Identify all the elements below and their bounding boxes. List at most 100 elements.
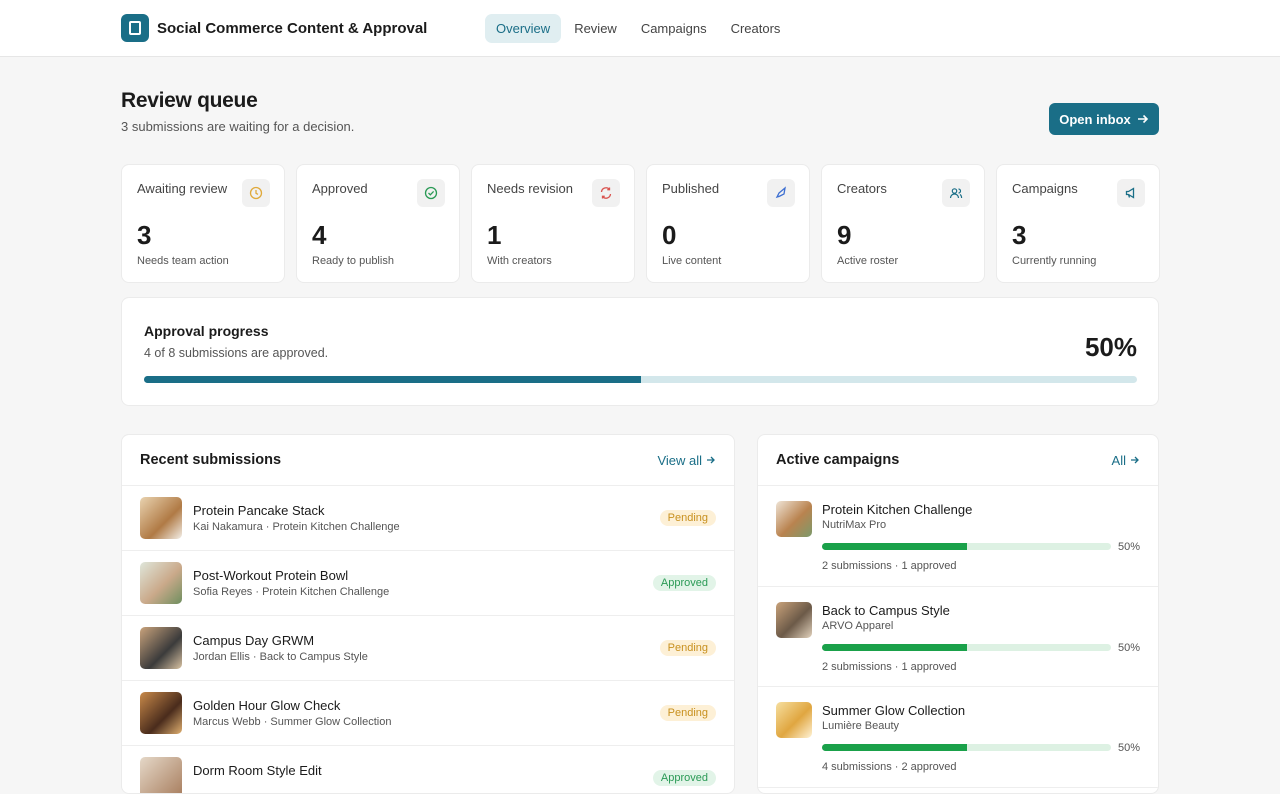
page-title: Review queue (121, 89, 258, 112)
stat-icon (1117, 179, 1145, 207)
stat-icon (592, 179, 620, 207)
stat-label: Campaigns (1012, 181, 1078, 196)
submission-row[interactable]: Golden Hour Glow Check Marcus Webb · Summ… (122, 681, 734, 746)
submission-row[interactable]: Protein Pancake Stack Kai Nakamura · Prot… (122, 486, 734, 551)
stat-note: Needs team action (137, 255, 229, 267)
stat-card: Campaigns 3 Currently running (996, 164, 1160, 283)
icon (424, 186, 438, 200)
campaign-name: Back to Campus Style (822, 602, 950, 618)
campaign-stats: 2 submissions · 1 approved (822, 660, 957, 673)
status-pill: Pending (659, 705, 716, 721)
submission-title: Protein Pancake Stack (193, 503, 325, 518)
stat-label: Published (662, 181, 720, 196)
link-label: View all (657, 452, 702, 468)
stat-icon (767, 179, 795, 207)
icon (775, 186, 786, 199)
campaign-stats: 4 submissions · 2 approved (822, 761, 957, 773)
stat-note: Live content (662, 255, 722, 267)
campaign-progress-fill (822, 744, 967, 751)
nav-item[interactable]: Campaigns (640, 21, 707, 36)
progress-subtitle: 4 of 8 submissions are approved. (144, 346, 329, 360)
campaign-progress-track (822, 744, 1111, 751)
stat-note: Active roster (837, 255, 899, 267)
status-pill: Approved (652, 575, 716, 591)
panel-title: Recent submissions (140, 452, 282, 468)
thumbnail (140, 497, 182, 539)
stat-value: 3 (1012, 220, 1027, 250)
nav-item[interactable]: Review (574, 21, 617, 36)
stat-label: Awaiting review (137, 181, 228, 196)
campaign-row[interactable]: Protein Kitchen Challenge NutriMax Pro 50%… (758, 486, 1158, 587)
stat-note: With creators (487, 255, 552, 267)
campaign-progress-track (822, 543, 1111, 550)
stat-value: 0 (662, 220, 677, 250)
campaign-percent: 50% (1117, 541, 1140, 553)
submission-row[interactable]: Post-Workout Protein Bowl Sofia Reyes · P… (122, 551, 734, 616)
all-link[interactable]: All (1112, 453, 1140, 468)
submission-title: Dorm Room Style Edit (193, 763, 322, 778)
logo[interactable] (121, 14, 149, 42)
arrow-icon (1131, 456, 1139, 464)
icon (1125, 187, 1135, 199)
campaign-percent: 50% (1117, 641, 1140, 654)
thumbnail (776, 501, 812, 537)
stat-card: Approved 4 Ready to publish (296, 164, 460, 283)
status-pill: Pending (659, 510, 716, 526)
campaign-brand: NutriMax Pro (822, 519, 887, 531)
submission-row[interactable]: Dorm Room Style Edit Approved (122, 746, 734, 793)
campaigns-panel: Active campaigns All Protein Kitchen Chal… (757, 434, 1159, 794)
nav-item[interactable]: Creators (730, 21, 781, 36)
icon (600, 187, 612, 199)
submissions-panel: Recent submissions View all Protein Panca… (121, 434, 735, 794)
thumbnail (140, 757, 182, 793)
stat-card: Creators 9 Active roster (821, 164, 985, 283)
icon (249, 186, 263, 200)
progress-title: Approval progress (144, 323, 269, 339)
campaign-name: Summer Glow Collection (822, 703, 966, 718)
app-title: Social Commerce Content & Approval (157, 20, 428, 37)
arrow-icon (1137, 114, 1148, 124)
submission-meta: Sofia Reyes · Protein Kitchen Challenge (193, 586, 390, 598)
page-subtitle: 3 submissions are waiting for a decision… (121, 119, 355, 134)
nav: Overview Review Campaigns Creators (485, 14, 791, 43)
progress-percent: 50% (1084, 332, 1137, 362)
stat-icon (417, 179, 445, 207)
stat-label: Creators (837, 181, 887, 196)
campaign-progress-track (822, 643, 1111, 651)
campaign-row[interactable]: Back to Campus Style ARVO Apparel 50% 2 sub… (758, 587, 1158, 687)
submission-meta: Jordan Ellis · Back to Campus Style (193, 651, 368, 663)
submission-row[interactable]: Campus Day GRWM Jordan Ellis · Back to Ca… (122, 616, 734, 681)
stat-card: Awaiting review 3 Needs team action (121, 164, 285, 283)
link-label: All (1111, 452, 1126, 468)
submission-meta: Kai Nakamura · Protein Kitchen Challenge (193, 521, 400, 533)
stat-icon (942, 179, 970, 207)
stat-card: Needs revision 1 With creators (471, 164, 635, 283)
thumbnail (140, 562, 182, 604)
thumbnail (776, 702, 812, 738)
submission-title: Post-Workout Protein Bowl (193, 568, 349, 583)
nav-item[interactable]: Overview (485, 14, 562, 43)
panel-header: Recent submissions View all (122, 435, 734, 486)
panel-header: Active campaigns All (758, 435, 1158, 486)
campaign-brand: Lumière Beauty (822, 720, 900, 732)
stat-label: Approved (312, 181, 368, 196)
stat-label: Needs revision (487, 181, 573, 196)
campaign-progress-fill (822, 543, 967, 550)
status-pill: Approved (652, 770, 716, 786)
panel-title: Active campaigns (776, 452, 900, 468)
submission-title: Campus Day GRWM (193, 633, 315, 648)
view-all-link[interactable]: View all (657, 453, 716, 468)
open-inbox-button[interactable]: Open inbox (1049, 103, 1159, 135)
progress-fill (144, 376, 641, 383)
stat-note: Ready to publish (312, 255, 394, 267)
stat-card: Published 0 Live content (646, 164, 810, 283)
campaign-row[interactable]: Summer Glow Collection Lumière Beauty 50% 4… (758, 687, 1158, 788)
stat-value: 3 (137, 220, 152, 250)
submission-list: Protein Pancake Stack Kai Nakamura · Prot… (122, 486, 734, 793)
campaign-stats: 2 submissions · 1 approved (822, 560, 957, 572)
arrow-icon (707, 456, 715, 464)
progress-track (144, 376, 1137, 383)
top-bar: Social Commerce Content & Approval Overv… (0, 0, 1280, 57)
thumbnail (140, 627, 182, 669)
